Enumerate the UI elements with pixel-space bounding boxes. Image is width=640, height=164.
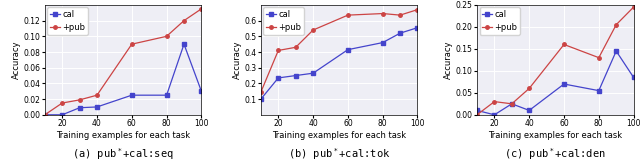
cal xyxy=(508,103,516,105)
cal xyxy=(292,75,300,77)
cal xyxy=(344,49,352,51)
+pub xyxy=(630,6,637,8)
cal xyxy=(396,32,404,34)
+pub xyxy=(560,43,568,45)
cal xyxy=(473,109,481,111)
cal xyxy=(58,114,66,116)
cal xyxy=(525,109,533,111)
X-axis label: Training examples for each task: Training examples for each task xyxy=(272,131,406,140)
+pub xyxy=(595,57,603,59)
Line: cal: cal xyxy=(43,42,203,117)
cal xyxy=(180,43,188,45)
+pub xyxy=(93,94,101,96)
cal xyxy=(257,98,265,100)
+pub xyxy=(41,114,49,116)
Y-axis label: Accuracy: Accuracy xyxy=(12,41,21,79)
cal xyxy=(309,72,317,74)
Y-axis label: Accuracy: Accuracy xyxy=(444,41,453,79)
+pub xyxy=(379,13,387,15)
cal xyxy=(41,114,49,116)
Legend: cal, +pub: cal, +pub xyxy=(264,7,304,35)
+pub xyxy=(491,101,499,103)
cal xyxy=(93,106,101,108)
+pub xyxy=(76,99,83,101)
cal xyxy=(275,77,282,79)
cal xyxy=(379,42,387,44)
+pub xyxy=(275,50,282,51)
Line: +pub: +pub xyxy=(43,7,203,117)
+pub xyxy=(396,14,404,16)
Legend: cal, +pub: cal, +pub xyxy=(479,7,520,35)
cal xyxy=(560,83,568,85)
+pub xyxy=(292,46,300,48)
+pub xyxy=(257,91,265,93)
cal xyxy=(630,76,637,78)
cal xyxy=(163,94,170,96)
cal xyxy=(76,107,83,109)
+pub xyxy=(180,20,188,22)
cal xyxy=(128,94,136,96)
+pub xyxy=(413,9,421,11)
Y-axis label: Accuracy: Accuracy xyxy=(233,41,242,79)
+pub xyxy=(612,24,620,26)
+pub xyxy=(163,35,170,37)
+pub xyxy=(508,103,516,105)
cal xyxy=(413,27,421,29)
X-axis label: Training examples for each task: Training examples for each task xyxy=(488,131,622,140)
cal xyxy=(612,50,620,52)
Line: +pub: +pub xyxy=(476,5,636,117)
Line: +pub: +pub xyxy=(259,8,419,94)
+pub xyxy=(525,87,533,89)
+pub xyxy=(473,114,481,116)
cal xyxy=(595,90,603,92)
cal xyxy=(491,114,499,116)
cal xyxy=(198,90,205,92)
+pub xyxy=(58,102,66,104)
X-axis label: Training examples for each task: Training examples for each task xyxy=(56,131,190,140)
+pub xyxy=(309,29,317,31)
+pub xyxy=(128,43,136,45)
+pub xyxy=(344,14,352,16)
Text: (c) pub$^*$+cal:den: (c) pub$^*$+cal:den xyxy=(504,147,606,162)
Line: cal: cal xyxy=(476,49,636,117)
Legend: cal, +pub: cal, +pub xyxy=(47,7,88,35)
Text: (b) pub$^*$+cal:tok: (b) pub$^*$+cal:tok xyxy=(288,147,390,162)
Line: cal: cal xyxy=(259,26,419,101)
+pub xyxy=(198,8,205,10)
Text: (a) pub$^*$+cal:seq: (a) pub$^*$+cal:seq xyxy=(72,147,174,162)
